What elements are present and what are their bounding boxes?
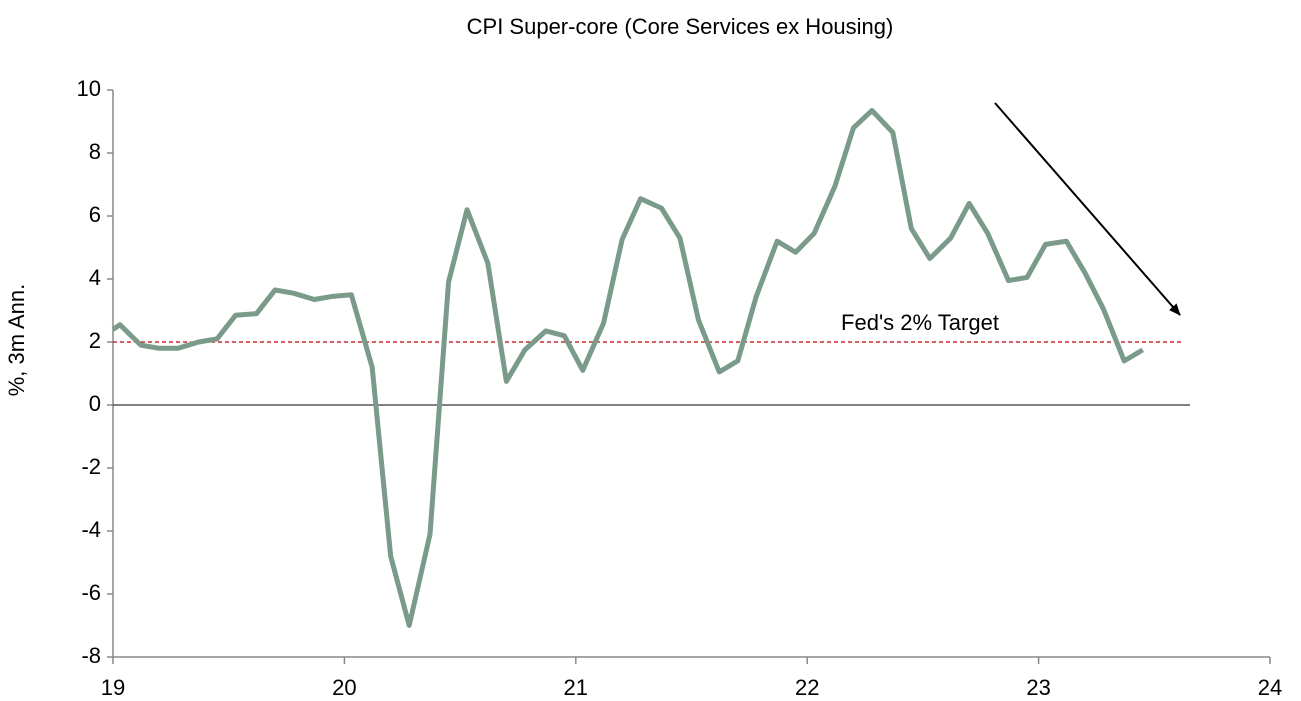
y-tick-label: -2 bbox=[81, 454, 101, 479]
y-tick-label: -6 bbox=[81, 580, 101, 605]
y-tick-label: 6 bbox=[89, 202, 101, 227]
y-tick-label: 10 bbox=[77, 76, 101, 101]
x-tick-label: 21 bbox=[564, 675, 588, 700]
data-line bbox=[111, 107, 1145, 628]
y-tick-label: 2 bbox=[89, 328, 101, 353]
y-tick-label: 4 bbox=[89, 265, 101, 290]
y-axis-label: %, 3m Ann. bbox=[4, 284, 29, 397]
x-tick-label: 23 bbox=[1026, 675, 1050, 700]
x-tick-label: 20 bbox=[332, 675, 356, 700]
x-tick-label: 19 bbox=[101, 675, 125, 700]
x-tick-label: 22 bbox=[795, 675, 819, 700]
y-tick-label: 0 bbox=[89, 391, 101, 416]
trend-arrow bbox=[994, 102, 1181, 316]
x-tick-label: 24 bbox=[1258, 675, 1282, 700]
target-label: Fed's 2% Target bbox=[841, 310, 999, 335]
y-tick-label: 8 bbox=[89, 139, 101, 164]
chart-title: CPI Super-core (Core Services ex Housing… bbox=[467, 14, 894, 39]
y-tick-label: -4 bbox=[81, 517, 101, 542]
y-tick-label: -8 bbox=[81, 643, 101, 668]
